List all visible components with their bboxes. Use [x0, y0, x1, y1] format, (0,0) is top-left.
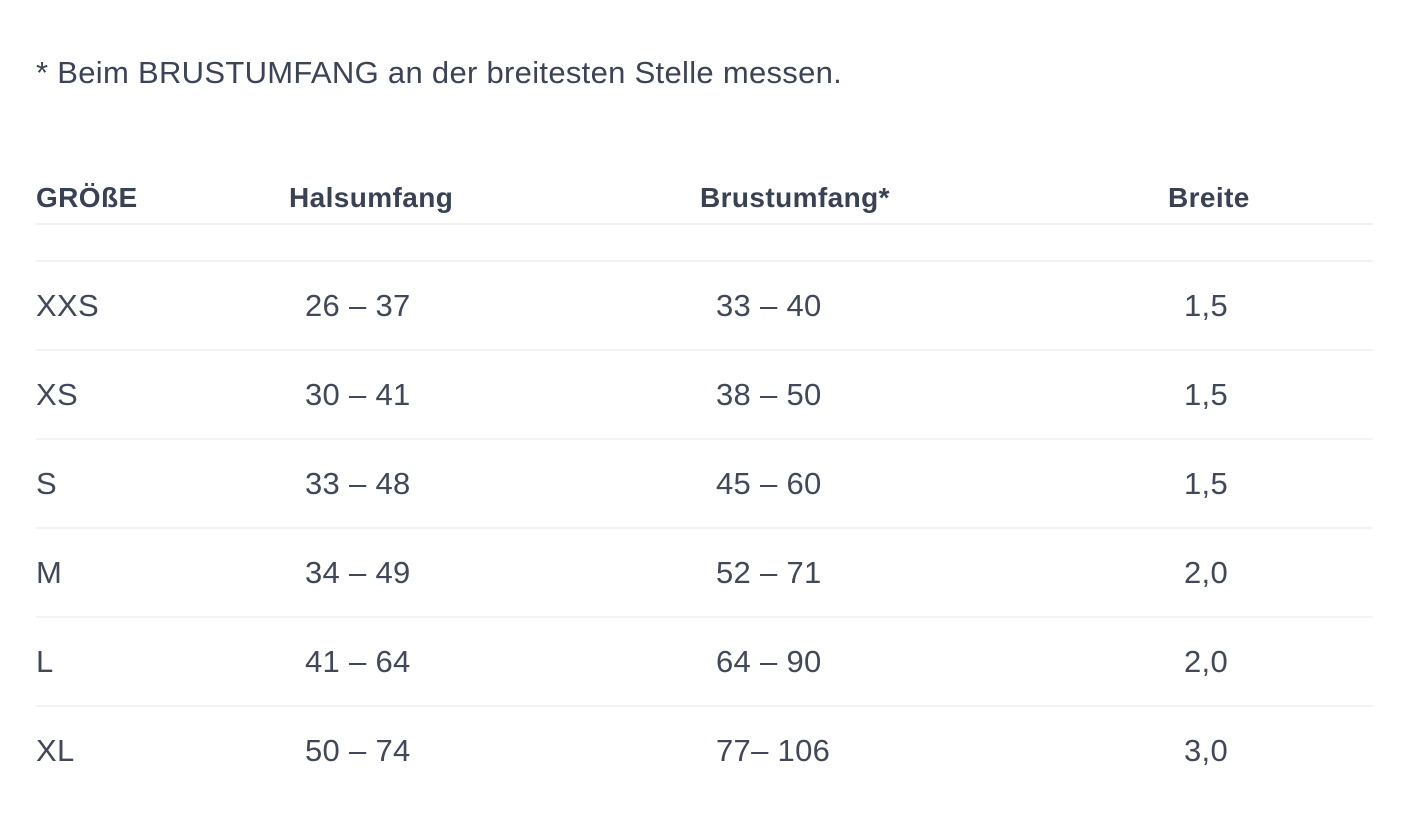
table-head: GRÖßE Halsumfang Brustumfang* Breite: [36, 162, 1373, 262]
table-row: M 34 – 49 52 – 71 2,0: [36, 528, 1373, 618]
table-spacer-row: [36, 224, 1373, 262]
column-header-brustumfang: Brustumfang*: [700, 162, 1168, 225]
cell-size: L: [36, 617, 289, 707]
column-header-halsumfang: Halsumfang: [289, 162, 700, 225]
cell-halsumfang: 30 – 41: [289, 350, 700, 440]
cell-size: S: [36, 439, 289, 529]
cell-halsumfang: 26 – 37: [289, 261, 700, 351]
cell-brustumfang: 33 – 40: [700, 261, 1168, 351]
cell-breite: 1,5: [1168, 439, 1373, 529]
cell-halsumfang: 34 – 49: [289, 528, 700, 618]
cell-brustumfang: 77– 106: [716, 732, 831, 768]
cell-size: XS: [36, 350, 289, 440]
cell-breite: 1,5: [1168, 261, 1373, 351]
table-row: S 33 – 48 45 – 60 1,5: [36, 439, 1373, 529]
cell-breite: 2,0: [1168, 528, 1373, 618]
table-row: XL 50 – 74 77– 106 3,0: [36, 706, 1373, 794]
cell-brustumfang: 64 – 90: [700, 617, 1168, 707]
table-body: XXS 26 – 37 33 – 40 1,5 XS 30 – 41 38 – …: [36, 261, 1373, 794]
table-row: L 41 – 64 64 – 90 2,0: [36, 617, 1373, 707]
cell-halsumfang: 33 – 48: [289, 439, 700, 529]
cell-brustumfang: 45 – 60: [700, 439, 1168, 529]
cell-halsumfang: 41 – 64: [289, 617, 700, 707]
table-row: XS 30 – 41 38 – 50 1,5: [36, 350, 1373, 440]
column-header-breite: Breite: [1168, 162, 1373, 225]
cell-breite: 2,0: [1168, 617, 1373, 707]
cell-size: XXS: [36, 261, 289, 351]
table-header-row: GRÖßE Halsumfang Brustumfang* Breite: [36, 162, 1373, 225]
cell-breite: 1,5: [1168, 350, 1373, 440]
size-chart-section: * Beim BRUSTUMFANG an der breitesten Ste…: [36, 55, 1373, 794]
cell-brustumfang: 52 – 71: [700, 528, 1168, 618]
measurement-note: * Beim BRUSTUMFANG an der breitesten Ste…: [36, 55, 843, 90]
cell-halsumfang: 50 – 74: [305, 732, 411, 768]
table-spacer-cell: [36, 224, 1373, 262]
cell-size: M: [36, 528, 289, 618]
size-chart-table: GRÖßE Halsumfang Brustumfang* Breite XXS…: [36, 162, 1373, 794]
cell-brustumfang: 38 – 50: [700, 350, 1168, 440]
table-row: XXS 26 – 37 33 – 40 1,5: [36, 261, 1373, 351]
column-header-size: GRÖßE: [36, 162, 289, 225]
cell-size: XL: [36, 732, 75, 768]
cell-breite: 3,0: [1184, 732, 1228, 768]
